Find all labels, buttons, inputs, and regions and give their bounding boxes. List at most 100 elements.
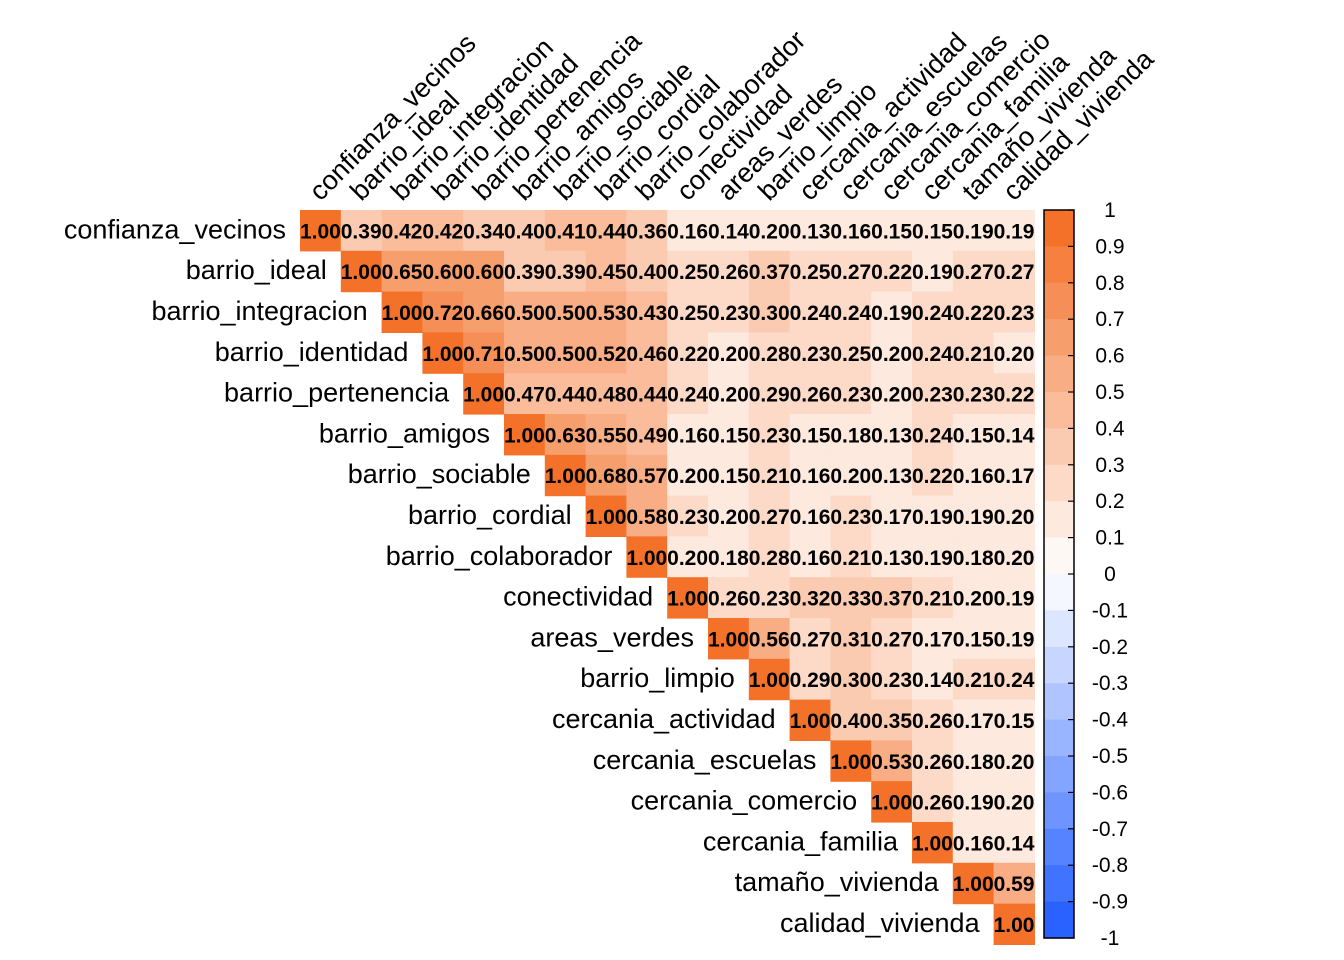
heatmap-cell-cercania_actividad-tamaño_vivienda	[952, 699, 995, 741]
row-label-barrio_sociable: barrio_sociable	[348, 459, 531, 489]
heatmap-cell-barrio_ideal-cercania_actividad	[789, 250, 831, 293]
cell-value-conectividad-cercania_actividad: 0.32	[790, 588, 831, 611]
cell-value-confianza_vecinos-cercania_escuelas: 0.16	[830, 220, 871, 243]
cell-value-barrio_pertenencia-barrio_amigos: 0.47	[504, 384, 545, 407]
legend-tick-label: -0.7	[1092, 818, 1128, 841]
cell-value-barrio_pertenencia-conectividad: 0.24	[667, 384, 708, 407]
heatmap-cell-confianza_vecinos-barrio_identidad	[422, 210, 464, 252]
cell-value-cercania_familia-tamaño_vivienda: 0.16	[953, 832, 994, 855]
heatmap-cell-barrio_sociable-cercania_comercio	[871, 454, 913, 497]
cell-value-barrio_integracion-barrio_identidad: 0.72	[422, 302, 463, 325]
heatmap-cell-barrio_ideal-cercania_comercio	[871, 250, 913, 293]
row-label-barrio_colaborador: barrio_colaborador	[386, 541, 613, 571]
cell-value-barrio_ideal-tamaño_vivienda: 0.27	[953, 261, 994, 284]
cell-value-confianza_vecinos-tamaño_vivienda: 0.19	[953, 220, 994, 243]
heatmap-cell-barrio_pertenencia-barrio_amigos	[504, 373, 546, 415]
legend-tick-label: -0.9	[1092, 891, 1128, 914]
cell-value-areas_verdes-cercania_actividad: 0.27	[790, 628, 831, 651]
legend-tick-label: -1	[1101, 927, 1120, 950]
heatmap-cell-barrio_cordial-tamaño_vivienda	[952, 495, 995, 537]
cell-value-barrio_pertenencia-cercania_escuelas: 0.23	[830, 384, 871, 407]
legend-bin	[1044, 792, 1074, 830]
heatmap-cell-cercania_actividad-cercania_escuelas	[830, 699, 872, 741]
cell-value-barrio_amigos-cercania_comercio: 0.13	[871, 424, 912, 447]
cell-value-confianza_vecinos-barrio_colaborador: 0.36	[626, 220, 667, 243]
heatmap-cell-barrio_amigos-cercania_actividad	[789, 414, 831, 456]
row-label-tamaño_vivienda: tamaño_vivienda	[735, 867, 940, 897]
cell-value-barrio_colaborador-barrio_colaborador: 1.00	[626, 547, 667, 570]
heatmap-cell-barrio_integracion-areas_verdes	[708, 291, 750, 333]
legend-tick-label: -0.5	[1092, 745, 1128, 768]
heatmap-cell-confianza_vecinos-cercania_comercio	[871, 210, 913, 252]
cell-value-conectividad-cercania_comercio: 0.37	[871, 588, 912, 611]
heatmap-cell-cercania_actividad-calidad_vivienda	[993, 699, 1035, 741]
cell-value-barrio_cordial-tamaño_vivienda: 0.19	[953, 506, 994, 529]
cell-value-cercania_actividad-tamaño_vivienda: 0.17	[953, 710, 994, 733]
row-label-cercania_comercio: cercania_comercio	[631, 786, 858, 816]
heatmap-cell-conectividad-barrio_limpio	[748, 577, 791, 619]
legend-tick-label: 0.6	[1095, 345, 1124, 368]
heatmap-cell-barrio_identidad-barrio_cordial	[585, 332, 627, 374]
heatmap-cell-barrio_sociable-barrio_sociable	[544, 454, 587, 497]
cell-value-barrio_integracion-barrio_colaborador: 0.43	[626, 302, 667, 325]
cell-value-areas_verdes-cercania_familia: 0.17	[912, 628, 953, 651]
cell-value-barrio_identidad-cercania_actividad: 0.23	[790, 343, 831, 366]
heatmap-cell-cercania_familia-tamaño_vivienda	[952, 822, 995, 864]
cell-value-confianza_vecinos-barrio_amigos: 0.40	[504, 220, 545, 243]
cell-value-areas_verdes-calidad_vivienda: 0.19	[994, 628, 1035, 651]
legend-tick-label: 0.4	[1095, 417, 1125, 440]
heatmap-cell-cercania_comercio-calidad_vivienda	[993, 781, 1035, 823]
cell-value-barrio_pertenencia-barrio_colaborador: 0.44	[626, 384, 667, 407]
heatmap-cell-barrio_pertenencia-areas_verdes	[708, 373, 750, 415]
cell-value-confianza_vecinos-cercania_comercio: 0.15	[871, 220, 912, 243]
heatmap-cell-barrio_integracion-barrio_limpio	[748, 291, 791, 333]
row-label-calidad_vivienda: calidad_vivienda	[780, 908, 981, 938]
heatmap-cell-barrio_pertenencia-barrio_limpio	[748, 373, 791, 415]
cell-value-barrio_identidad-cercania_escuelas: 0.25	[830, 343, 871, 366]
heatmap-cell-conectividad-tamaño_vivienda	[952, 577, 995, 619]
heatmap-cell-barrio_integracion-barrio_sociable	[544, 291, 587, 333]
cell-value-barrio_integracion-cercania_escuelas: 0.24	[830, 302, 871, 325]
heatmap-cell-barrio_limpio-calidad_vivienda	[993, 658, 1035, 701]
heatmap-cell-confianza_vecinos-cercania_escuelas	[830, 210, 872, 252]
heatmap-cell-barrio_cordial-cercania_comercio	[871, 495, 913, 537]
heatmap-cell-barrio_limpio-cercania_familia	[912, 658, 954, 701]
heatmap-cell-cercania_actividad-cercania_comercio	[871, 699, 913, 741]
heatmap-cell-barrio_colaborador-cercania_comercio	[871, 536, 913, 578]
heatmap-cell-barrio_identidad-cercania_familia	[912, 332, 954, 374]
cell-value-confianza_vecinos-barrio_limpio: 0.20	[749, 220, 790, 243]
heatmap-cell-conectividad-cercania_comercio	[871, 577, 913, 619]
legend-tick-label: 0.8	[1095, 272, 1124, 295]
cell-value-barrio_cordial-areas_verdes: 0.20	[708, 506, 749, 529]
cell-value-cercania_escuelas-tamaño_vivienda: 0.18	[953, 751, 994, 774]
cell-value-barrio_ideal-cercania_escuelas: 0.27	[830, 261, 871, 284]
cell-value-confianza_vecinos-barrio_identidad: 0.42	[422, 220, 463, 243]
legend-bin	[1044, 901, 1074, 939]
heatmap-cell-confianza_vecinos-barrio_pertenencia	[463, 210, 505, 252]
heatmap-cell-barrio_amigos-barrio_cordial	[585, 414, 627, 456]
heatmap-cell-confianza_vecinos-cercania_actividad	[789, 210, 831, 252]
heatmap-cells	[300, 210, 1035, 945]
heatmap-cell-barrio_sociable-barrio_cordial	[585, 454, 627, 497]
heatmap-cell-barrio_limpio-tamaño_vivienda	[952, 658, 995, 701]
cell-value-barrio_cordial-calidad_vivienda: 0.20	[994, 506, 1035, 529]
legend-bin	[1044, 574, 1074, 611]
heatmap-cell-barrio_ideal-barrio_pertenencia	[463, 250, 505, 293]
cell-value-barrio_ideal-barrio_limpio: 0.37	[749, 261, 790, 284]
cell-value-areas_verdes-cercania_escuelas: 0.31	[830, 628, 871, 651]
heatmap-cell-areas_verdes-tamaño_vivienda	[952, 618, 995, 660]
heatmap-cell-barrio_pertenencia-cercania_familia	[912, 373, 954, 415]
cell-value-barrio_identidad-barrio_pertenencia: 0.71	[463, 343, 504, 366]
cell-value-barrio_colaborador-barrio_limpio: 0.28	[749, 547, 790, 570]
heatmap-cell-confianza_vecinos-barrio_amigos	[504, 210, 546, 252]
heatmap-cell-barrio_cordial-areas_verdes	[708, 495, 750, 537]
heatmap-cell-barrio_pertenencia-barrio_colaborador	[626, 373, 668, 415]
cell-value-confianza_vecinos-barrio_integracion: 0.42	[382, 220, 423, 243]
cell-value-barrio_cordial-cercania_familia: 0.19	[912, 506, 953, 529]
cell-value-barrio_amigos-conectividad: 0.16	[667, 424, 708, 447]
legend-tick-label: -0.6	[1092, 781, 1128, 804]
cell-value-areas_verdes-cercania_comercio: 0.27	[871, 628, 912, 651]
cell-value-barrio_ideal-barrio_sociable: 0.39	[545, 261, 586, 284]
heatmap-cell-barrio_amigos-areas_verdes	[708, 414, 750, 456]
